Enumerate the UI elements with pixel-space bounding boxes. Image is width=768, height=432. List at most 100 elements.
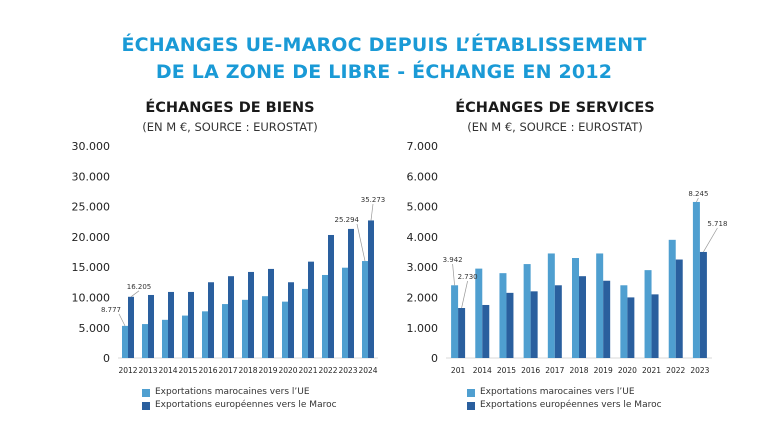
services-data-label: 8.245 xyxy=(688,190,708,198)
goods-bar-european-exports xyxy=(168,291,174,358)
services-x-tick-label: 2017 xyxy=(545,366,564,375)
services-x-tick-label: 2023 xyxy=(690,366,709,375)
services-x-tick-label: 2018 xyxy=(569,366,588,375)
goods-x-tick-label: 2014 xyxy=(158,366,177,375)
goods-bar-moroccan-exports xyxy=(162,319,168,358)
legend-swatch-light xyxy=(142,388,150,397)
services-x-tick-label: 2014 xyxy=(473,366,492,375)
goods-leader-line xyxy=(356,223,366,262)
legend-label: Exportations marocaines vers l’UE xyxy=(155,387,310,397)
goods-data-label: 25.294 xyxy=(335,216,360,224)
services-y-tick-label: 2.000 xyxy=(407,292,439,305)
goods-y-tick-label: 30.000 xyxy=(72,140,111,153)
goods-leader-line xyxy=(130,290,140,298)
services-data-label: 2.730 xyxy=(458,273,478,281)
services-y-tick-label: 7.000 xyxy=(407,140,439,153)
goods-bar-moroccan-exports xyxy=(302,288,308,358)
services-legend: Exportations marocaines vers l’UE Export… xyxy=(467,386,662,412)
goods-bar-european-exports xyxy=(248,271,254,358)
goods-y-tick-label: 20.000 xyxy=(72,231,111,244)
goods-bar-european-exports xyxy=(148,294,154,358)
main-title-line2: DE LA ZONE DE LIBRE - ÉCHANGE EN 2012 xyxy=(155,61,613,83)
goods-bar-moroccan-exports xyxy=(242,299,248,358)
goods-bar-moroccan-exports xyxy=(342,267,348,358)
services-leader-line xyxy=(452,263,455,286)
services-x-tick-label: 201 xyxy=(451,366,466,375)
main-title-line1: ÉCHANGES UE-MAROC DEPUIS L’ÉTABLISSEMENT xyxy=(121,34,647,56)
goods-x-tick-label: 2018 xyxy=(238,366,257,375)
goods-bar-european-exports xyxy=(368,220,374,358)
goods-chart-title: ÉCHANGES DE BIENS xyxy=(145,100,315,116)
services-y-tick-label: 3.000 xyxy=(407,261,439,274)
goods-bar-european-exports xyxy=(288,282,294,358)
legend-swatch-dark xyxy=(142,401,150,410)
goods-legend-item-european-exports: Exportations européennes vers le Maroc xyxy=(142,399,337,412)
goods-bar-moroccan-exports xyxy=(322,274,328,358)
services-bar-moroccan-exports xyxy=(475,268,483,358)
services-bar-european-exports xyxy=(579,276,586,358)
goods-data-label: 16.205 xyxy=(127,283,152,291)
services-y-tick-label: 4.000 xyxy=(407,231,439,244)
goods-bar-european-exports xyxy=(128,296,134,358)
goods-x-tick-label: 2019 xyxy=(258,366,277,375)
services-bar-european-exports xyxy=(627,297,635,358)
services-bar-european-exports xyxy=(651,294,659,358)
services-bar-moroccan-exports xyxy=(668,239,676,358)
goods-bar-moroccan-exports xyxy=(222,304,228,358)
goods-bar-european-exports xyxy=(328,234,334,358)
goods-bar-moroccan-exports xyxy=(362,261,368,358)
services-x-tick-label: 2022 xyxy=(666,366,685,375)
legend-label: Exportations européennes vers le Maroc xyxy=(155,400,337,410)
goods-data-label: 8.777 xyxy=(101,306,121,314)
services-x-tick-label: 2019 xyxy=(594,366,613,375)
goods-x-tick-label: 2016 xyxy=(198,366,217,375)
goods-legend-item-moroccan-exports: Exportations marocaines vers l’UE xyxy=(142,386,337,399)
legend-label: Exportations européennes vers le Maroc xyxy=(480,400,662,410)
goods-y-tick-label: 5.000 xyxy=(79,322,111,335)
legend-swatch-dark xyxy=(467,401,475,410)
goods-leader-line xyxy=(370,203,374,221)
goods-x-tick-label: 2023 xyxy=(338,366,357,375)
services-bar-moroccan-exports xyxy=(572,258,579,358)
services-legend-item-european-exports: Exportations européennes vers le Maroc xyxy=(467,399,662,412)
goods-y-tick-label: 0 xyxy=(103,352,110,365)
goods-data-label: 35.273 xyxy=(361,196,386,204)
goods-bar-european-exports xyxy=(208,282,214,358)
services-bar-european-exports xyxy=(603,280,611,358)
goods-legend: Exportations marocaines vers l’UE Export… xyxy=(142,386,337,412)
services-x-tick-label: 2020 xyxy=(618,366,637,375)
legend-label: Exportations marocaines vers l’UE xyxy=(480,387,635,397)
services-bar-moroccan-exports xyxy=(523,264,531,358)
services-chart-subtitle: (EN M €, SOURCE : EUROSTAT) xyxy=(467,120,643,134)
services-y-tick-label: 5.000 xyxy=(407,201,439,214)
services-data-label: 5.718 xyxy=(707,220,727,228)
goods-bar-moroccan-exports xyxy=(282,301,288,358)
services-bar-european-exports xyxy=(530,291,538,358)
goods-bar-moroccan-exports xyxy=(262,296,268,358)
services-bar-european-exports xyxy=(554,285,562,358)
services-bar-european-exports xyxy=(458,308,466,358)
services-bar-moroccan-exports xyxy=(596,253,604,358)
services-x-tick-label: 2016 xyxy=(521,366,540,375)
services-bar-european-exports xyxy=(506,292,514,358)
services-bar-moroccan-exports xyxy=(499,273,507,358)
goods-bar-moroccan-exports xyxy=(142,324,148,358)
services-bar-moroccan-exports xyxy=(644,270,652,358)
goods-x-tick-label: 2015 xyxy=(178,366,197,375)
goods-bar-moroccan-exports xyxy=(122,325,128,358)
services-bar-european-exports xyxy=(482,304,490,358)
goods-x-tick-label: 2022 xyxy=(318,366,337,375)
services-chart-title: ÉCHANGES DE SERVICES xyxy=(455,100,655,116)
services-legend-item-moroccan-exports: Exportations marocaines vers l’UE xyxy=(467,386,662,399)
services-x-tick-label: 2015 xyxy=(497,366,516,375)
goods-y-tick-label: 15.000 xyxy=(72,261,111,274)
goods-leader-line xyxy=(118,313,126,327)
goods-bar-european-exports xyxy=(228,276,234,358)
services-leader-line xyxy=(461,280,468,309)
services-y-tick-label: 0 xyxy=(431,352,438,365)
goods-bar-moroccan-exports xyxy=(182,315,188,358)
goods-bar-european-exports xyxy=(308,261,314,358)
goods-bar-moroccan-exports xyxy=(202,311,208,358)
goods-x-tick-label: 2020 xyxy=(278,366,297,375)
